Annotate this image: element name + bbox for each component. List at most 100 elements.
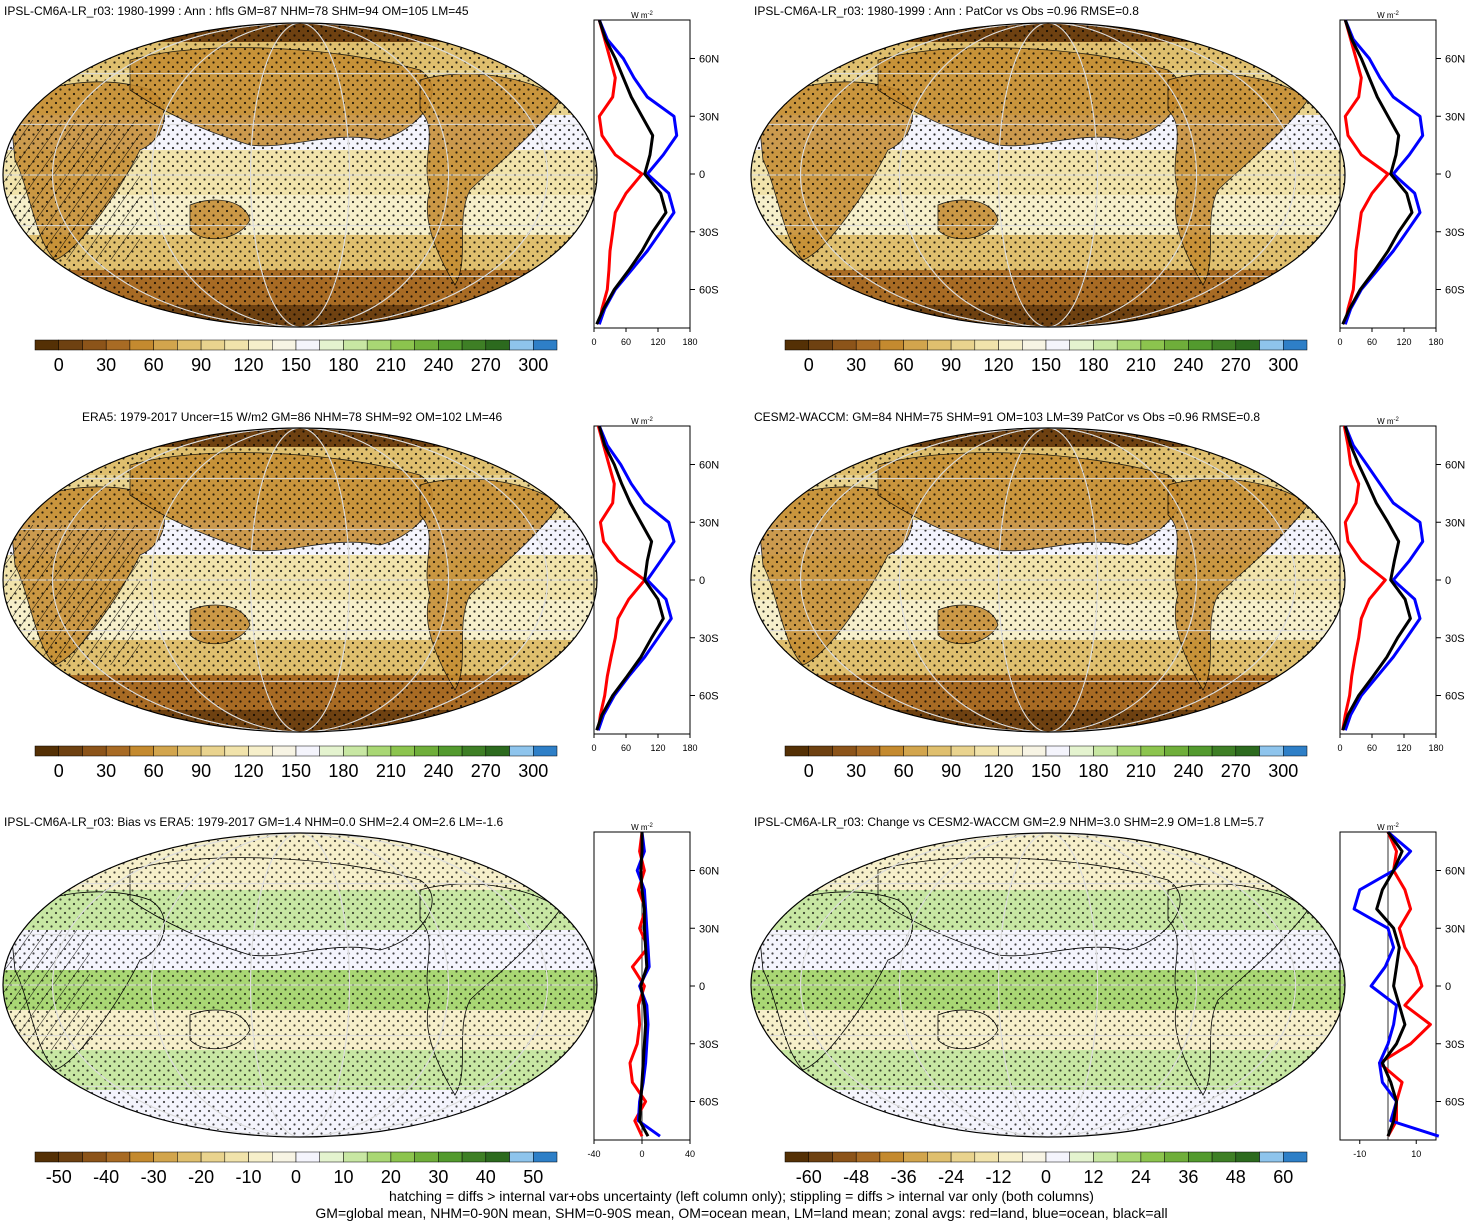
- x-tick-label: 0: [1337, 337, 1342, 347]
- colorbar-swatch: [366, 1151, 392, 1163]
- zonal-line-land: [1341, 425, 1387, 731]
- colorbar-tick-label: 0: [1041, 1167, 1051, 1187]
- lat-tick-label: 60N: [699, 460, 719, 472]
- lat-tick-label: 30S: [1445, 1039, 1465, 1051]
- colorbar-tick-label: 270: [1221, 355, 1251, 375]
- colorbar-tick-label: -30: [141, 1167, 167, 1187]
- colorbar-swatch: [34, 339, 59, 351]
- x-tick-label: 0: [591, 743, 596, 753]
- colorbar-tick-label: 180: [328, 355, 358, 375]
- colorbar-swatch: [1283, 745, 1308, 757]
- colorbar-tick-label: 240: [1173, 761, 1203, 781]
- zonal-line-all: [595, 425, 665, 731]
- colorbar-swatch: [927, 339, 952, 351]
- colorbar-swatch: [974, 745, 999, 757]
- global-map: [2, 427, 598, 733]
- colorbar-swatch: [390, 745, 415, 757]
- colorbar-tick-label: 210: [376, 355, 406, 375]
- x-tick-label: 40: [685, 1149, 695, 1159]
- colorbar-swatch: [832, 1151, 857, 1163]
- colorbar-swatch: [200, 1151, 226, 1163]
- colorbar-tick-label: 0: [291, 1167, 301, 1187]
- colorbar-tick-label: 50: [523, 1167, 543, 1187]
- colorbar-tick-label: 0: [54, 355, 64, 375]
- colorbar-tick-label: 60: [144, 761, 164, 781]
- colorbar-tick-label: 300: [518, 355, 548, 375]
- lat-tick-label: 0: [699, 575, 705, 587]
- colorbar-swatch: [832, 339, 857, 351]
- colorbar-tick-label: 120: [234, 355, 264, 375]
- colorbar-swatch: [129, 745, 154, 757]
- colorbar-tick-label: 60: [1273, 1167, 1293, 1187]
- colorbar-tick-label: 24: [1131, 1167, 1151, 1187]
- colorbar-swatch: [808, 745, 833, 757]
- colorbar-tick-label: -10: [236, 1167, 262, 1187]
- lat-tick-label: 0: [699, 981, 705, 993]
- zonal-mean-plot: W m-2 60N 30N 0 30S 60S 0 60 120 180: [1337, 417, 1465, 753]
- colorbar-tick-label: 90: [941, 355, 961, 375]
- global-map: [750, 832, 1346, 1138]
- colorbar-swatch: [855, 745, 881, 757]
- colorbar-tick-label: 36: [1178, 1167, 1198, 1187]
- colorbar-swatch: [272, 1151, 297, 1163]
- colorbar-tick-label: 120: [234, 761, 264, 781]
- colorbar-tick-label: 30: [846, 761, 866, 781]
- lat-tick-label: 60N: [1445, 54, 1465, 66]
- colorbar-swatch: [1045, 339, 1070, 351]
- colorbar-swatch: [1116, 339, 1142, 351]
- colorbar-swatch: [461, 339, 487, 351]
- colorbar: 0 30 60 90 120 150 180 210 240 270 300: [34, 745, 558, 781]
- colorbar-swatch: [224, 745, 249, 757]
- x-tick-label: 10: [1411, 1149, 1421, 1159]
- colorbar-swatch: [438, 339, 463, 351]
- colorbar-swatch: [1116, 745, 1142, 757]
- colorbar-swatch: [1164, 339, 1189, 351]
- lat-tick-label: 60N: [1445, 866, 1465, 878]
- colorbar-tick-label: 150: [281, 761, 311, 781]
- colorbar-swatch: [1140, 1151, 1165, 1163]
- colorbar-swatch: [1211, 339, 1237, 351]
- colorbar-swatch: [1069, 745, 1094, 757]
- colorbar-tick-label: 0: [804, 355, 814, 375]
- colorbar-swatch: [414, 339, 439, 351]
- colorbar-tick-label: -36: [891, 1167, 917, 1187]
- colorbar-swatch: [1045, 1151, 1070, 1163]
- colorbar-tick-label: 30: [96, 355, 116, 375]
- colorbar-swatch: [974, 1151, 999, 1163]
- colorbar-swatch: [1259, 339, 1284, 351]
- colorbar-swatch: [1093, 339, 1118, 351]
- colorbar-swatch: [1188, 745, 1213, 757]
- colorbar-tick-label: 48: [1226, 1167, 1246, 1187]
- colorbar-swatch: [343, 339, 368, 351]
- lat-tick-label: 30N: [1445, 111, 1465, 123]
- zonal-mean-plot: W m-2 60N 30N 0 30S 60S 0 60 120 180: [591, 417, 719, 753]
- zonal-frame: [593, 425, 691, 735]
- colorbar-swatch: [438, 745, 463, 757]
- lat-tick-label: 30S: [1445, 633, 1465, 645]
- panel-title: ERA5: 1979-2017 Uncer=15 W/m2 GM=86 NHM=…: [82, 410, 503, 424]
- x-tick-label: 60: [621, 337, 631, 347]
- colorbar-swatch: [295, 745, 320, 757]
- colorbar-swatch: [998, 1151, 1023, 1163]
- colorbar-swatch: [1235, 745, 1260, 757]
- colorbar-swatch: [1093, 1151, 1118, 1163]
- colorbar-swatch: [366, 339, 392, 351]
- lat-tick-label: 30N: [1445, 517, 1465, 529]
- lat-tick-label: 60S: [1445, 285, 1465, 297]
- colorbar-swatch: [272, 745, 297, 757]
- colorbar-swatch: [485, 1151, 510, 1163]
- lat-tick-label: 30S: [1445, 227, 1465, 239]
- colorbar-swatch: [177, 339, 202, 351]
- colorbar-swatch: [1022, 339, 1047, 351]
- zonal-line-all: [595, 19, 668, 325]
- footer-legend-note: GM=global mean, NHM=0-90N mean, SHM=0-90…: [315, 1205, 1168, 1221]
- colorbar-tick-label: 300: [518, 761, 548, 781]
- colorbar-swatch: [879, 1151, 904, 1163]
- colorbar-swatch: [248, 339, 273, 351]
- zonal-line-ocean: [597, 19, 679, 325]
- panel-title: IPSL-CM6A-LR_r03: Bias vs ERA5: 1979-201…: [4, 815, 504, 829]
- lat-tick-label: 0: [1445, 169, 1451, 181]
- colorbar-tick-label: 40: [476, 1167, 496, 1187]
- colorbar-tick-label: 90: [941, 761, 961, 781]
- colorbar-swatch: [58, 1151, 83, 1163]
